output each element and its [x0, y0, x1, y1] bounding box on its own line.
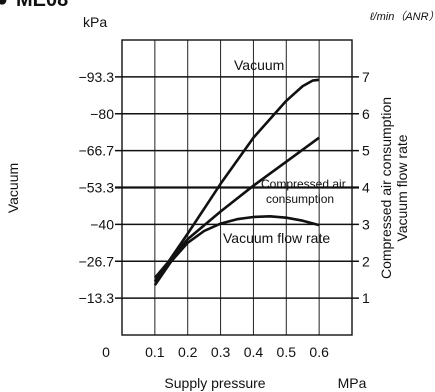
x-axis-label: Supply pressure: [164, 375, 265, 391]
header-bullet: ●: [0, 0, 8, 11]
y-left-unit: kPa: [83, 14, 107, 30]
x-zero-label: 0: [102, 344, 110, 360]
y-right-tick-label: 4: [362, 180, 370, 196]
y-right-tick-label: 7: [362, 69, 370, 85]
series-layer: [153, 78, 320, 286]
y-right-tick-label: 2: [362, 253, 370, 269]
y-left-label: Vacuum: [5, 163, 21, 213]
flow-annotation: Vacuum flow rate: [223, 230, 330, 246]
y-left-tick-label: −13.3: [79, 290, 115, 306]
air-annotation-line1: Compressed air: [261, 177, 346, 191]
x-tick-label: 0.6: [309, 344, 329, 360]
y-left-tick-label: −40: [90, 216, 114, 232]
y-left-tick-label: −53.3: [79, 180, 115, 196]
y-left-tick-label: −26.7: [79, 253, 115, 269]
x-tick-label: 0.1: [145, 344, 165, 360]
grid: [115, 40, 359, 335]
y-right-unit: ℓ/min（ANR）: [369, 10, 435, 23]
plot-frame: [121, 39, 353, 336]
x-axis-unit: MPa: [338, 375, 367, 391]
y-right-tick-label: 1: [362, 290, 370, 306]
y-right-tick-label: 5: [362, 143, 370, 159]
x-tick-label: 0.4: [244, 344, 264, 360]
vacuum-curve: [153, 78, 320, 283]
y-left-tick-label: −93.3: [79, 69, 115, 85]
air-annotation-line2: consumption: [266, 192, 334, 206]
y-right-tick-label: 6: [362, 106, 370, 122]
air-consumption-curve: [153, 136, 320, 279]
x-tick-label: 0.2: [178, 344, 198, 360]
header-model: ME08: [16, 0, 68, 11]
y-right-tick-label: 3: [362, 216, 370, 232]
vacuum-annotation: Vacuum: [234, 57, 284, 73]
y-right-label-2: Vacuum flow rate: [394, 134, 410, 241]
y-left-tick-label: −80: [90, 106, 114, 122]
y-right-label-1: Compressed air consumption: [378, 97, 394, 279]
tick-labels: 0.1 0.2 0.3 0.4 0.5 0.6 −13.3 1 −26.7 2 −40 3 −53.3 4…: [79, 69, 370, 360]
annotations: Vacuum Compressed air consumption Vacuum…: [223, 57, 346, 246]
x-tick-label: 0.3: [211, 344, 231, 360]
x-tick-label: 0.5: [277, 344, 297, 360]
chart-header: ● ME08: [0, 0, 68, 11]
flow-rate-curve: [153, 215, 320, 286]
y-left-tick-label: −66.7: [79, 143, 115, 159]
